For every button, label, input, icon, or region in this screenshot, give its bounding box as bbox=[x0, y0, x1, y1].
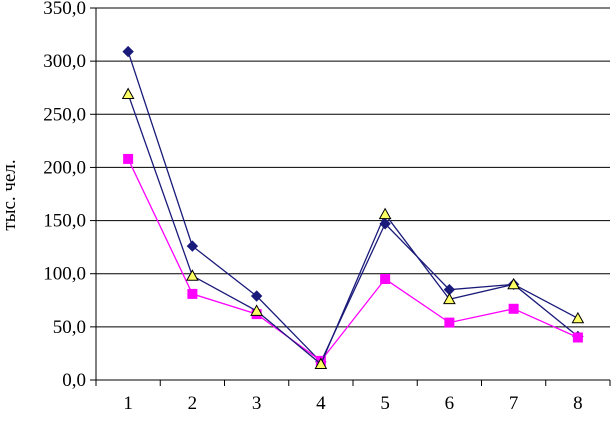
series-3-line bbox=[127, 93, 579, 366]
data-point-triangle bbox=[250, 304, 263, 316]
x-tick-label: 5 bbox=[380, 393, 390, 414]
x-tick-label: 3 bbox=[252, 393, 262, 414]
gridlines bbox=[96, 7, 610, 328]
data-point-diamond bbox=[186, 240, 199, 252]
data-point-triangle bbox=[507, 277, 520, 290]
series-group bbox=[121, 45, 585, 369]
data-point-triangle bbox=[121, 87, 135, 99]
data-point-triangle bbox=[378, 207, 392, 220]
series-1 bbox=[122, 45, 584, 368]
x-tick-label: 1 bbox=[123, 393, 133, 414]
data-point-triangle bbox=[571, 311, 585, 324]
x-tick-label: 7 bbox=[509, 393, 519, 414]
series-3 bbox=[121, 87, 585, 369]
series-1-line bbox=[127, 51, 579, 364]
x-tick-label: 2 bbox=[188, 393, 198, 414]
x-tick-label: 8 bbox=[573, 393, 583, 414]
data-point-triangle bbox=[186, 269, 199, 281]
x-tick-label: 6 bbox=[445, 393, 455, 414]
y-tick-labels: 0,0 50,0 100,0 150,0 200,0 250,0 300,0 350,0 bbox=[43, 0, 86, 391]
y-tick-label: 150,0 bbox=[43, 211, 86, 232]
data-point-square bbox=[444, 317, 455, 328]
data-point-diamond bbox=[122, 45, 134, 58]
series-2 bbox=[123, 153, 583, 366]
y-axis-title: тыс. чел. bbox=[0, 159, 20, 230]
data-point-square bbox=[508, 303, 519, 314]
y-tick-label: 250,0 bbox=[43, 104, 86, 125]
data-point-square bbox=[187, 288, 198, 299]
y-tick-label: 350,0 bbox=[43, 0, 86, 19]
data-point-triangle bbox=[314, 357, 328, 369]
y-tick-label: 300,0 bbox=[43, 51, 86, 72]
data-point-square bbox=[572, 332, 583, 343]
data-point-square bbox=[380, 274, 391, 285]
data-point-square bbox=[123, 153, 134, 164]
x-tick-label: 4 bbox=[316, 393, 326, 414]
y-tick-label: 50,0 bbox=[53, 317, 86, 338]
y-tick-label: 200,0 bbox=[43, 157, 86, 178]
data-point-triangle bbox=[443, 292, 456, 305]
x-tick-labels: 1 2 3 4 5 6 7 8 bbox=[123, 393, 582, 414]
axes bbox=[90, 7, 611, 386]
series-2-line bbox=[127, 158, 579, 362]
y-tick-label: 0,0 bbox=[62, 370, 86, 391]
data-point-diamond bbox=[250, 290, 263, 302]
y-tick-label: 100,0 bbox=[43, 264, 86, 285]
